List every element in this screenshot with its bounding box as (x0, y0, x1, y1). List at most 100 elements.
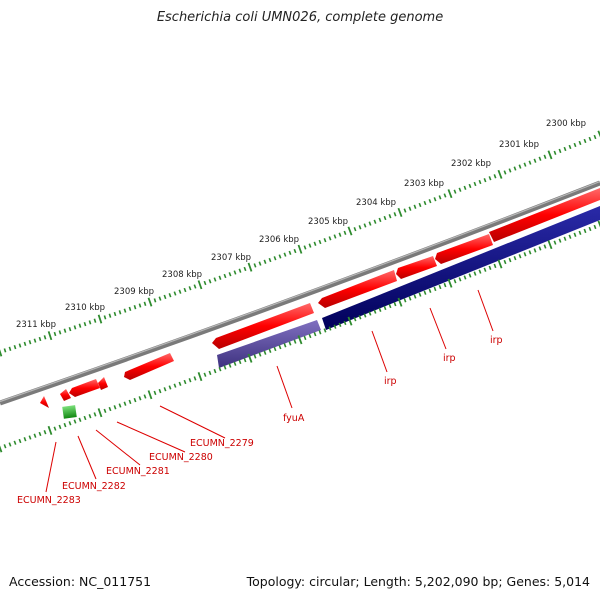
ruler-minor-tick (493, 174, 497, 179)
ruler-minor-tick (153, 390, 157, 396)
ruler-minor-tick (383, 305, 387, 311)
ruler-minor-tick (168, 385, 172, 390)
ruler-major-tick (247, 353, 253, 363)
ruler-major-tick (397, 207, 403, 218)
ruler-minor-tick (553, 240, 557, 245)
ruler-minor-tick (408, 206, 412, 211)
ruler-minor-tick (593, 134, 597, 140)
ruler-minor-tick (433, 286, 437, 292)
ruler-minor-tick (78, 417, 82, 422)
map-title: Escherichia coli UMN026, complete genome (156, 10, 444, 25)
ruler-major-tick (447, 189, 453, 199)
ruler-minor-tick (93, 412, 97, 417)
ruler-minor-tick (108, 406, 112, 412)
ruler-minor-tick (418, 202, 422, 208)
ruler-minor-tick (58, 330, 62, 335)
ruler-minor-tick (378, 307, 382, 312)
ruler-major-tick (247, 262, 253, 272)
ruler-major-tick (597, 130, 600, 138)
ruler-major-tick (347, 316, 353, 326)
ruler-minor-tick (238, 359, 242, 365)
gene-label-ecumn-2281: ECUMN_2281 (106, 466, 170, 477)
ruler-minor-tick (33, 433, 37, 438)
ruler-minor-tick (173, 291, 177, 296)
ruler-minor-tick (538, 246, 542, 251)
accession-text: Accession: NC_011751 (9, 574, 152, 589)
ruler-minor-tick (463, 275, 467, 280)
cds-forward-irp-d (489, 188, 600, 242)
ruler-minor-tick (53, 331, 57, 337)
kbp-label-2311: 2311 kbp (16, 320, 56, 330)
ruler-minor-tick (218, 367, 222, 372)
ruler-minor-tick (13, 344, 17, 350)
kbp-label-2307: 2307 kbp (211, 253, 251, 263)
ruler-major-tick (147, 297, 153, 307)
gene-label-fyuA: fyuA (283, 413, 305, 424)
ruler-minor-tick (568, 144, 572, 150)
ruler-minor-tick (228, 272, 232, 277)
ruler-minor-tick (543, 244, 547, 249)
ruler-minor-tick (143, 301, 147, 306)
ruler-minor-tick (428, 288, 432, 293)
ruler-minor-tick (223, 365, 227, 370)
ruler-minor-tick (403, 208, 407, 213)
ruler-minor-tick (183, 287, 187, 293)
ruler-minor-tick (33, 338, 37, 343)
ruler-minor-tick (338, 232, 342, 237)
ruler-minor-tick (478, 269, 482, 274)
ruler-major-tick (447, 278, 453, 288)
ruler-minor-tick (258, 261, 262, 266)
ruler-minor-tick (593, 224, 597, 230)
ruler-minor-tick (8, 346, 12, 351)
ruler-minor-tick (273, 346, 277, 352)
ruler-minor-tick (508, 257, 512, 263)
ruler-minor-tick (323, 238, 327, 243)
ruler-major-tick (97, 314, 103, 324)
cds-forward-2283 (40, 396, 49, 408)
ruler-minor-tick (403, 298, 407, 303)
ruler-minor-tick (488, 265, 492, 270)
kbp-label-2310: 2310 kbp (65, 303, 105, 313)
cds-forward-2281 (69, 379, 100, 397)
ruler-minor-tick (523, 162, 527, 167)
ruler-minor-tick (288, 250, 292, 255)
ruler-minor-tick (308, 333, 312, 339)
ruler-minor-tick (438, 195, 442, 200)
ruler-minor-tick (328, 236, 332, 241)
ruler-minor-tick (303, 335, 307, 341)
ruler-minor-tick (313, 332, 317, 337)
ruler-minor-tick (318, 239, 322, 245)
ruler-minor-tick (573, 142, 577, 148)
ruler-minor-tick (343, 320, 347, 326)
ruler-minor-tick (438, 284, 442, 290)
ruler-minor-tick (388, 303, 392, 309)
ruler-major-tick (147, 390, 153, 400)
ruler-minor-tick (418, 292, 422, 297)
outer-ruler (0, 130, 600, 357)
ruler-major-tick (297, 335, 303, 345)
ruler-minor-tick (328, 326, 332, 331)
ruler-minor-tick (578, 230, 582, 235)
genome-summary-text: Topology: circular; Length: 5,202,090 bp… (246, 574, 590, 589)
ruler-minor-tick (503, 170, 507, 175)
kbp-label-2301: 2301 kbp (499, 140, 539, 150)
ruler-major-tick (97, 408, 103, 418)
ruler-minor-tick (138, 396, 142, 401)
ruler-minor-tick (453, 189, 457, 194)
ruler-minor-tick (43, 430, 47, 435)
kbp-label-2300: 2300 kbp (546, 119, 586, 129)
ruler-minor-tick (13, 440, 17, 445)
ruler-minor-tick (283, 252, 287, 257)
ruler-minor-tick (588, 226, 592, 232)
ruler-minor-tick (78, 323, 82, 328)
ruler-minor-tick (568, 234, 572, 239)
ruler-minor-tick (503, 259, 507, 265)
ruler-minor-tick (293, 339, 297, 344)
ruler-minor-tick (543, 154, 547, 159)
ruler-minor-tick (458, 277, 462, 282)
ruler-minor-tick (113, 311, 117, 317)
ruler-minor-tick (583, 228, 587, 234)
ruler-minor-tick (273, 256, 277, 261)
ruler-minor-tick (458, 187, 462, 192)
